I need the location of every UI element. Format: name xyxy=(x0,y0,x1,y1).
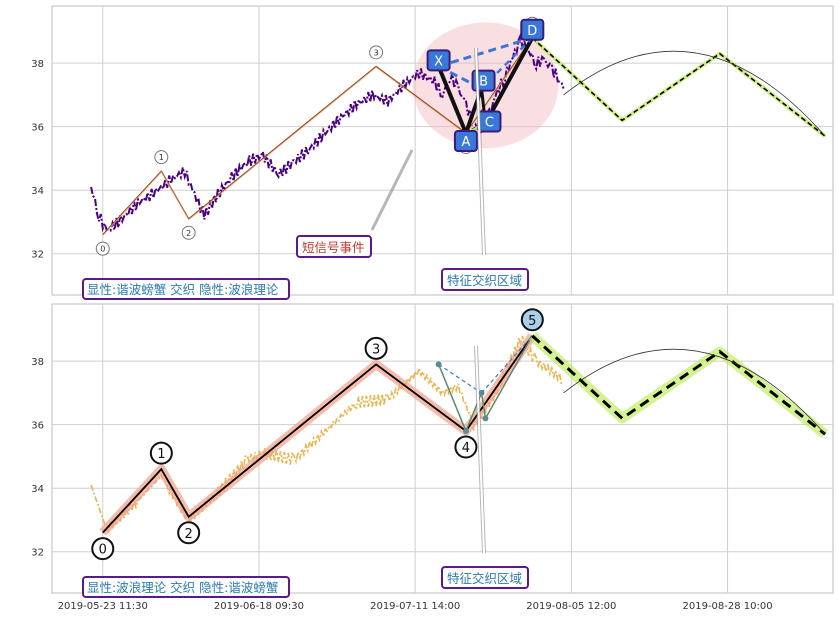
wave-point-marker xyxy=(95,241,110,256)
harmonic-ghost-bd xyxy=(481,335,533,394)
wave-point-label: 4 xyxy=(462,441,470,456)
short-signal-frame xyxy=(296,235,372,258)
bottom-info-box: 显性:波浪理论 交织 隐性:谐波螃蟹 xyxy=(82,576,290,598)
harmonic-xa xyxy=(436,65,468,134)
bottom-zone-text: 特征交织区域 xyxy=(447,571,522,586)
short-signal-text: 短信号事件 xyxy=(302,240,365,255)
wave-point-marker xyxy=(91,537,115,561)
wave-point-marker xyxy=(177,521,201,545)
bottom-panel-y-tick-labels: 32 34 36 38 xyxy=(31,357,44,559)
short-signal-arrow xyxy=(370,149,414,231)
bottom-info-text: 显性:波浪理论 交织 隐性:谐波螃蟹 xyxy=(87,580,278,595)
wave-point-label: 0 xyxy=(100,245,105,254)
wave-point-label: 2 xyxy=(185,527,193,542)
y-tick-label: 32 xyxy=(31,250,44,261)
zone-arrow-core xyxy=(475,345,485,554)
top-zone-label: 特征交织区域 xyxy=(441,268,529,291)
harmonic-xd xyxy=(438,36,533,68)
top-panel-plot: 012345XABCD xyxy=(90,16,827,256)
forecast-arc xyxy=(563,348,826,435)
harmonic-label: A xyxy=(461,135,470,150)
harmonic-label: B xyxy=(479,75,488,90)
x-tick-label: 2019-08-28 10:00 xyxy=(683,601,773,612)
x-tick-label: 2019-08-05 12:00 xyxy=(526,601,616,612)
harmonic-ghost-xb xyxy=(438,363,482,394)
x-tick-labels: 2019-05-23 11:30 2019-06-18 09:30 2019-07-… xyxy=(58,601,773,612)
forecast-arc xyxy=(563,50,826,137)
x-tick-label: 2019-06-18 09:30 xyxy=(214,601,304,612)
y-tick-label: 34 xyxy=(31,186,44,197)
top-info-box: 显性:谐波螃蟹 交织 隐性:波浪理论 xyxy=(82,278,290,300)
short-signal-label: 短信号事件 xyxy=(296,235,372,258)
y-tick-label: 38 xyxy=(31,59,44,70)
forecast-line xyxy=(531,334,827,436)
harmonic-ghost-point xyxy=(435,361,442,368)
top-zone-text: 特征交织区域 xyxy=(447,273,522,288)
wave-point-label: 1 xyxy=(159,153,164,162)
top-panel-y-tick-labels: 32 34 36 38 xyxy=(31,59,44,261)
wave-point-marker xyxy=(454,435,478,459)
wave-point-marker xyxy=(154,150,169,165)
bottom-panel-plot: 0 1 2 3 4 5 xyxy=(90,308,829,561)
bottom-zone-label: 特征交织区域 xyxy=(441,566,529,589)
wave-point-marker xyxy=(520,308,544,332)
zone-arrow-core xyxy=(475,47,485,256)
harmonic-label-box xyxy=(453,130,478,153)
x-tick-label: 2019-07-11 14:00 xyxy=(370,601,460,612)
top-info-frame xyxy=(82,278,290,300)
top-zone-frame xyxy=(441,268,529,291)
wave-point-label: 0 xyxy=(99,543,107,558)
harmonic-ghost-point xyxy=(462,428,469,435)
wave-point-marker xyxy=(369,45,384,60)
harmonic-cd xyxy=(483,36,535,125)
bottom-info-frame xyxy=(82,576,290,598)
y-tick-label: 36 xyxy=(31,421,44,432)
y-tick-label: 34 xyxy=(31,484,44,495)
bottom-zone-frame xyxy=(441,566,529,589)
harmonic-ghost-point xyxy=(482,415,489,422)
wave-point-marker xyxy=(364,336,388,360)
wave-point-label: 1 xyxy=(157,447,165,462)
wave-point-label: 3 xyxy=(372,342,380,357)
wave-point-label: 5 xyxy=(528,314,536,329)
harmonic-label-box xyxy=(426,49,451,72)
x-tick-label: 2019-05-23 11:30 xyxy=(58,601,148,612)
forecast-line xyxy=(531,37,826,137)
wave-point-label: 2 xyxy=(186,229,191,238)
harmonic-label: D xyxy=(527,24,537,39)
top-info-text: 显性:谐波螃蟹 交织 隐性:波浪理论 xyxy=(87,282,279,297)
wave-point-label: 3 xyxy=(374,48,379,57)
harmonic-label: C xyxy=(485,116,494,131)
top-panel-grid xyxy=(52,6,833,295)
y-tick-label: 36 xyxy=(31,123,44,134)
wave-point-marker xyxy=(149,441,173,465)
harmonic-label: X xyxy=(434,54,443,69)
harmonic-ghost-point xyxy=(478,389,485,396)
y-tick-label: 38 xyxy=(31,357,44,368)
wave-point-marker xyxy=(181,225,196,240)
harmonic-label-box xyxy=(520,18,545,41)
y-tick-label: 32 xyxy=(31,548,44,559)
